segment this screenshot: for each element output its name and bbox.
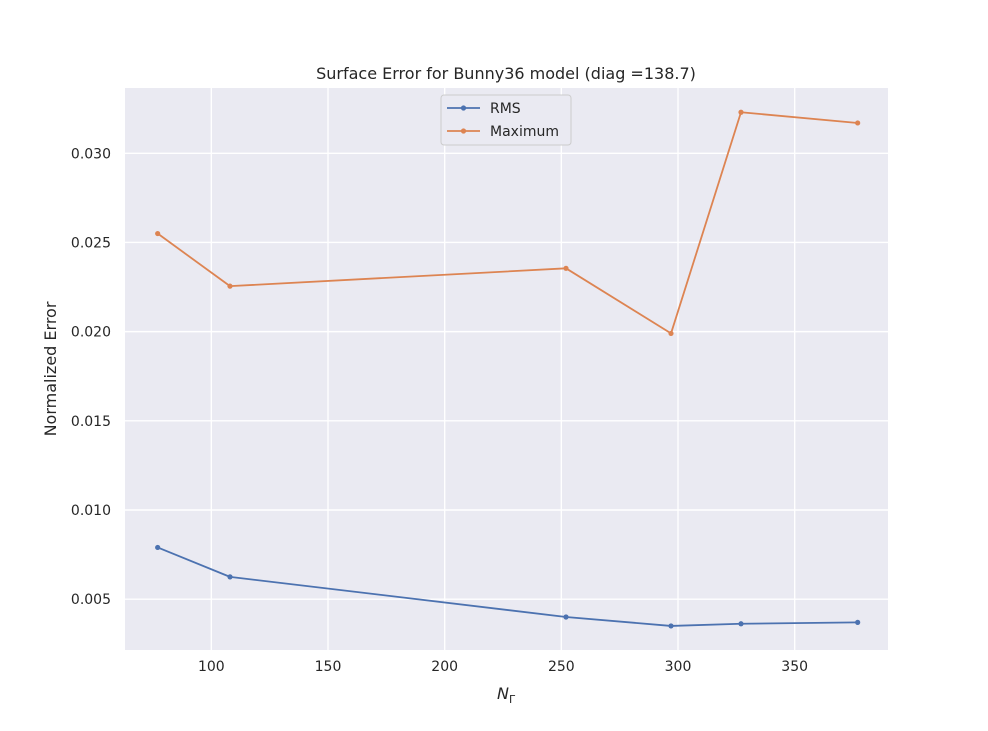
data-point-rms bbox=[855, 619, 861, 625]
data-point-maximum bbox=[227, 283, 233, 289]
data-point-rms bbox=[227, 574, 233, 580]
data-point-rms bbox=[668, 623, 674, 629]
legend-swatch-marker bbox=[460, 105, 467, 111]
x-tick-label: 250 bbox=[548, 659, 575, 675]
legend-item-maximum: Maximum bbox=[447, 124, 559, 140]
legend-label: Maximum bbox=[490, 124, 559, 140]
x-tick-label: 150 bbox=[315, 659, 342, 675]
data-point-rms bbox=[563, 614, 569, 620]
chart-title: Surface Error for Bunny36 model (diag =1… bbox=[316, 64, 696, 83]
y-tick-label: 0.030 bbox=[71, 146, 111, 162]
series-line-maximum bbox=[157, 111, 858, 335]
x-tick-label: 350 bbox=[781, 659, 808, 675]
x-tick-label: 200 bbox=[431, 659, 458, 675]
tick-labels: 100 150 200 250 300 350 0.005 0.010 0.015 0.020 0.… bbox=[71, 146, 808, 675]
y-tick-label: 0.010 bbox=[71, 503, 111, 519]
y-tick-label: 0.005 bbox=[71, 592, 111, 608]
series bbox=[155, 109, 861, 629]
x-tick-label: 100 bbox=[198, 659, 225, 675]
legend-swatch-marker bbox=[460, 128, 467, 134]
data-point-maximum bbox=[563, 265, 569, 271]
x-axis-label-main: N bbox=[497, 684, 509, 703]
grid bbox=[125, 88, 888, 650]
x-axis-label-subscript: Γ bbox=[509, 693, 516, 706]
legend-item-rms: RMS bbox=[447, 101, 521, 117]
y-axis-label: Normalized Error bbox=[41, 301, 60, 436]
data-point-maximum bbox=[668, 330, 674, 337]
data-point-maximum bbox=[855, 120, 861, 126]
y-tick-label: 0.015 bbox=[71, 414, 111, 430]
data-point-maximum bbox=[155, 230, 161, 237]
data-point-maximum bbox=[738, 109, 744, 115]
series-rms bbox=[155, 544, 861, 629]
legend-label: RMS bbox=[490, 101, 521, 117]
series-line-rms bbox=[157, 546, 858, 627]
y-tick-label: 0.025 bbox=[71, 235, 111, 251]
data-point-rms bbox=[155, 544, 161, 551]
x-tick-label: 300 bbox=[665, 659, 692, 675]
y-tick-label: 0.020 bbox=[71, 325, 111, 341]
x-axis-label: NΓ bbox=[497, 684, 516, 706]
plot-area bbox=[125, 88, 888, 650]
series-maximum bbox=[155, 109, 861, 337]
data-point-rms bbox=[738, 621, 744, 627]
legend: RMS Maximum bbox=[440, 94, 572, 146]
